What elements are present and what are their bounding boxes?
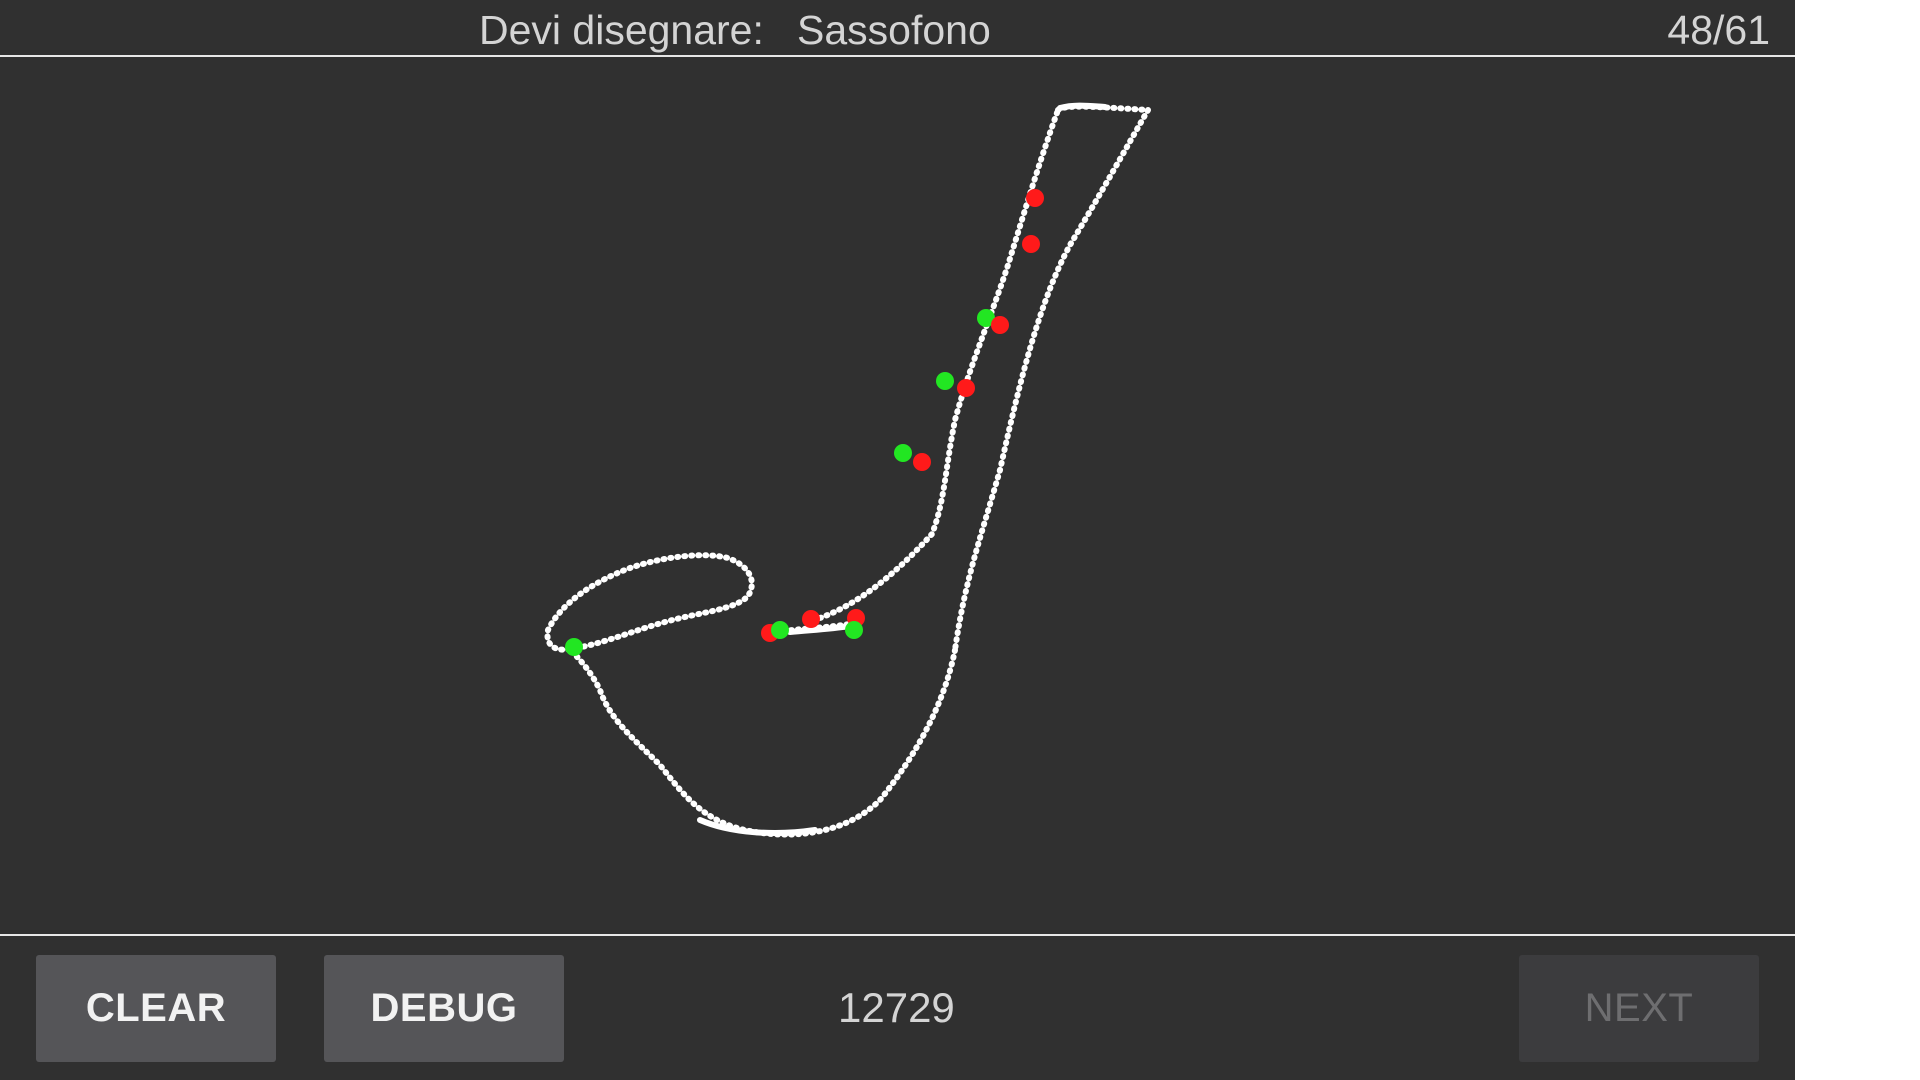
sketch-stroke-neck-inner	[817, 107, 1061, 621]
marker-red	[957, 379, 975, 397]
marker-red	[1022, 235, 1040, 253]
marker-red	[1026, 189, 1044, 207]
marker-green	[936, 372, 954, 390]
screen-edge	[1795, 0, 1920, 1080]
marker-red	[802, 610, 820, 628]
clear-button[interactable]: CLEAR	[36, 955, 276, 1062]
debug-button[interactable]: DEBUG	[324, 955, 564, 1062]
progress-counter: 48/61	[1667, 7, 1770, 53]
marker-green	[771, 621, 789, 639]
drawing-svg[interactable]	[0, 59, 1795, 934]
drawing-canvas[interactable]	[0, 59, 1795, 934]
marker-green	[845, 621, 863, 639]
sketch-stroke-bell-loop	[544, 552, 755, 653]
next-button[interactable]: NEXT	[1519, 955, 1759, 1062]
score-value: 12729	[838, 984, 955, 1031]
sketch-stroke-bow	[567, 646, 958, 838]
marker-green	[565, 638, 583, 656]
marker-red	[991, 316, 1009, 334]
header-bar: Devi disegnare: Sassofono 48/61	[0, 0, 1795, 57]
sketch-stroke-neck-outer	[952, 107, 1151, 653]
prompt-word: Sassofono	[797, 7, 991, 53]
sketch-solid-top	[1057, 102, 1108, 111]
sketch-solid-bow-bottom	[697, 817, 818, 836]
marker-green	[894, 444, 912, 462]
marker-green	[977, 309, 995, 327]
app-screen: Devi disegnare: Sassofono 48/61	[0, 0, 1795, 1080]
prompt-label: Devi disegnare:	[479, 7, 764, 53]
footer-bar: CLEAR DEBUG 12729 NEXT	[0, 934, 1795, 1080]
sketch-solid-crossbar	[787, 623, 853, 635]
marker-red	[913, 453, 931, 471]
